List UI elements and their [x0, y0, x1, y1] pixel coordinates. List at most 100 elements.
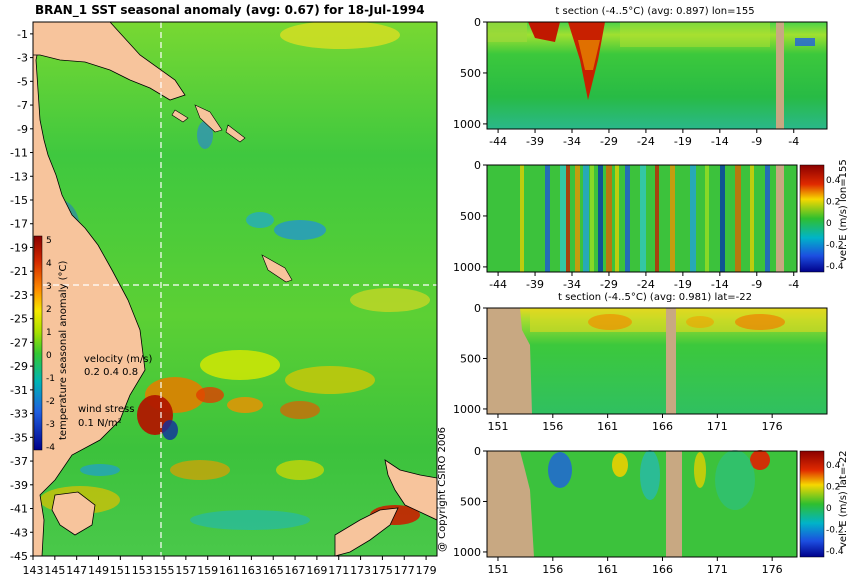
vel-colorbar-tick-label: 0.4	[826, 176, 841, 186]
section-x-tick-label: -39	[526, 278, 544, 291]
map-y-tick-label: -23	[10, 289, 28, 302]
panel4-warm	[694, 452, 706, 488]
sst-colorbar-ticks: 5 4 3 2 1 0 -1 -2 -3 -4	[46, 236, 55, 453]
colorbar-tick-label: -3	[46, 420, 55, 430]
panel2-land	[776, 165, 784, 272]
colorbar-tick-label: 2	[46, 305, 52, 315]
map-x-tick-label: 149	[88, 564, 109, 577]
section-x-tick-label: -34	[563, 278, 581, 291]
section-y-tick-label: 500	[460, 67, 481, 80]
section-x-tick-label: -4	[788, 135, 799, 148]
anomaly-blob	[162, 420, 178, 440]
panel4-warm	[750, 450, 770, 470]
map-x-axis: 143 145 147 149 151 153 155 157 159 161 163 165 167 1…	[23, 556, 437, 577]
vel-colorbar-tick-label: 0	[826, 219, 832, 229]
velocity-stripe	[625, 165, 630, 272]
section-x-tick-label: 166	[652, 563, 673, 576]
section-x-tick-label: -24	[637, 135, 655, 148]
velocity-stripe	[583, 165, 589, 272]
vel-colorbar-tick-label: 0.2	[826, 198, 840, 208]
panel2-axes: -44 -39 -34 -29 -24 -19 -14 -9 -4 0 500 1000	[453, 159, 799, 291]
panel3-axes: 151 156 161 166 171 176 0 500 1000	[453, 302, 783, 433]
section-x-tick-label: 161	[597, 563, 618, 576]
panel2-colorbar-label: vel. E (m/s) lon=155	[838, 159, 849, 262]
map-x-tick-label: 145	[44, 564, 65, 577]
section-y-tick-label: 500	[460, 352, 481, 365]
colorbar-tick-label: -4	[46, 443, 55, 453]
section-x-tick-label: -29	[600, 278, 618, 291]
anomaly-blob	[80, 464, 120, 476]
map-x-tick-label: 165	[263, 564, 284, 577]
vel-colorbar-tick-label: 0.2	[826, 483, 840, 493]
colorbar-tick-label: -1	[46, 374, 55, 384]
map-x-tick-label: 143	[23, 564, 44, 577]
map-x-tick-label: 173	[350, 564, 371, 577]
section-x-tick-label: 166	[652, 420, 673, 433]
velocity-stripe	[545, 165, 550, 272]
velocity-stripe	[640, 165, 646, 272]
map-y-tick-label: -43	[10, 526, 28, 539]
panel1-warm	[578, 40, 600, 70]
map-y-tick-label: -33	[10, 408, 28, 421]
section-y-tick-label: 1000	[453, 261, 481, 274]
panel1-land	[776, 22, 784, 129]
velocity-stripe	[615, 165, 619, 272]
panel3-title: t section (-4..5°C) (avg: 0.981) lat=-22	[558, 292, 752, 303]
panel4-colorbar	[799, 450, 825, 558]
section-x-tick-label: 156	[542, 563, 563, 576]
section-x-tick-label: -19	[674, 135, 692, 148]
map-x-tick-label: 161	[219, 564, 240, 577]
anomaly-blob	[200, 350, 280, 380]
map-y-tick-label: -39	[10, 479, 28, 492]
velocity-label: velocity (m/s)	[84, 354, 152, 365]
anomaly-blob	[246, 212, 274, 228]
temp-section-lon	[486, 21, 828, 130]
map-y-tick-label: -29	[10, 360, 28, 373]
panel4-cold	[715, 450, 755, 510]
map-y-tick-label: -19	[10, 241, 28, 254]
wind-scale: 0.1 N/m²	[78, 418, 122, 429]
map-y-tick-label: -15	[10, 194, 28, 207]
section-y-tick-label: 500	[460, 210, 481, 223]
panel4-land	[487, 451, 534, 557]
sst-colorbar	[33, 235, 43, 451]
anomaly-blob	[170, 460, 230, 480]
anomaly-blob	[274, 220, 326, 240]
anomaly-blob	[190, 510, 310, 530]
velocity-stripe	[655, 165, 659, 272]
vel-colorbar-tick-label: 0.4	[826, 461, 841, 471]
map-x-tick-label: 159	[197, 564, 218, 577]
map-y-tick-label: -45	[10, 550, 28, 563]
section-y-tick-label: 1000	[453, 403, 481, 416]
vel-colorbar-tick-label: -0.2	[826, 526, 844, 536]
map-x-tick-label: 171	[328, 564, 349, 577]
tasmania-land	[51, 491, 96, 536]
panel2-frame	[486, 164, 798, 273]
map-x-tick-label: 167	[285, 564, 306, 577]
anomaly-blob	[197, 121, 213, 149]
section-x-tick-label: 156	[542, 420, 563, 433]
velocity-stripe	[560, 165, 566, 272]
panel3-warm	[686, 316, 714, 328]
velocity-stripe	[575, 165, 580, 272]
colorbar-label: temperature seasonal anomaly (°C)	[58, 261, 69, 440]
map-y-tick-label: -35	[10, 431, 28, 444]
australia-land	[33, 22, 146, 556]
new-caledonia-land	[261, 254, 293, 283]
new-zealand-north	[384, 459, 437, 521]
anomaly-blob	[280, 401, 320, 419]
panel3-land	[487, 308, 532, 414]
colorbar-tick-label: 3	[46, 282, 52, 292]
map-x-tick-label: 163	[241, 564, 262, 577]
section-x-tick-label: 161	[597, 420, 618, 433]
panel1-warm	[620, 22, 770, 47]
section-x-tick-label: -44	[489, 135, 507, 148]
velocity-stripe	[750, 165, 754, 272]
section-x-tick-label: 176	[762, 563, 783, 576]
map-field	[33, 22, 437, 556]
section-x-tick-label: -24	[637, 278, 655, 291]
section-x-tick-label: -14	[711, 135, 729, 148]
section-x-tick-label: 151	[487, 420, 508, 433]
panel4-cold	[640, 450, 660, 500]
velocity-stripe	[720, 165, 725, 272]
